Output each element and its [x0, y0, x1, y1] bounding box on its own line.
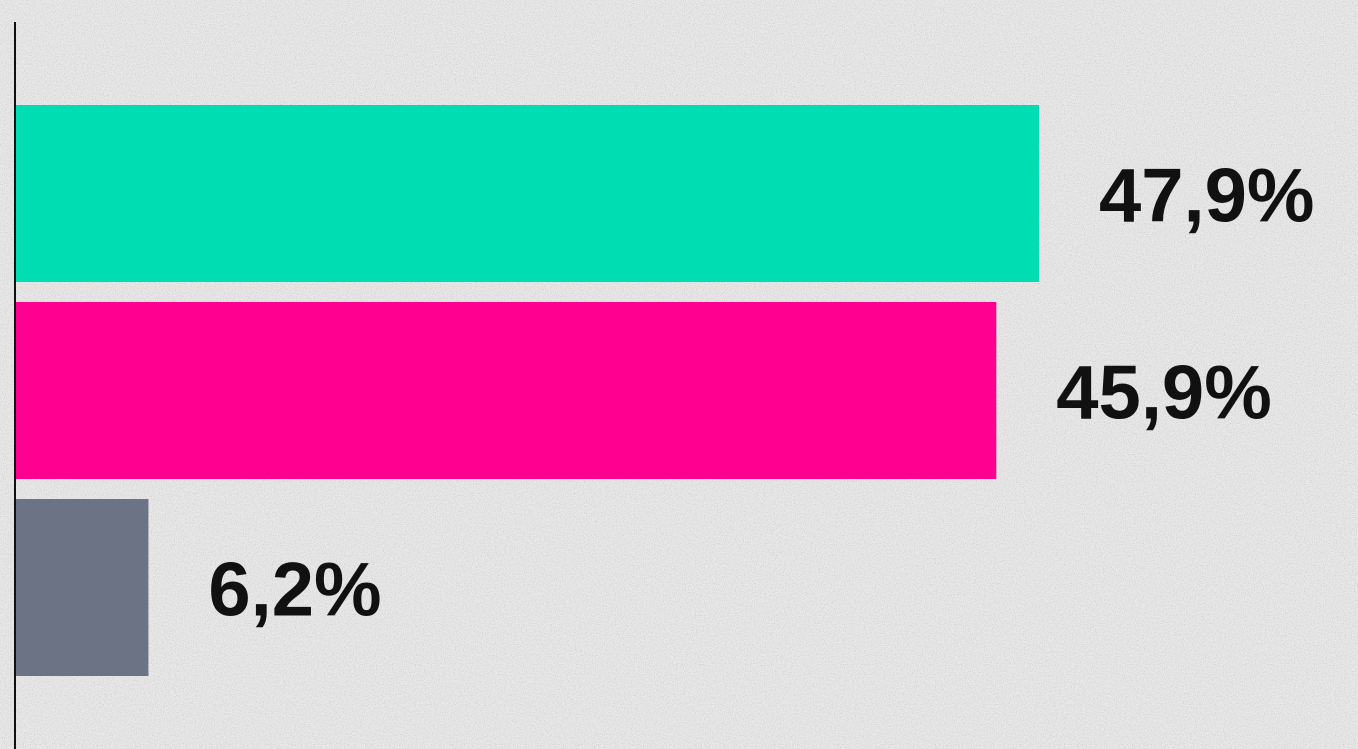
bar-3	[16, 499, 149, 676]
data-labels-group: 47,9% 45,9% 6,2%	[208, 154, 1314, 633]
bars-group	[16, 105, 1039, 676]
bar-2	[16, 302, 997, 479]
bar-1	[16, 105, 1039, 282]
data-label-3: 6,2%	[208, 548, 381, 633]
data-label-1: 47,9%	[1099, 154, 1315, 239]
data-label-2: 45,9%	[1056, 351, 1272, 436]
